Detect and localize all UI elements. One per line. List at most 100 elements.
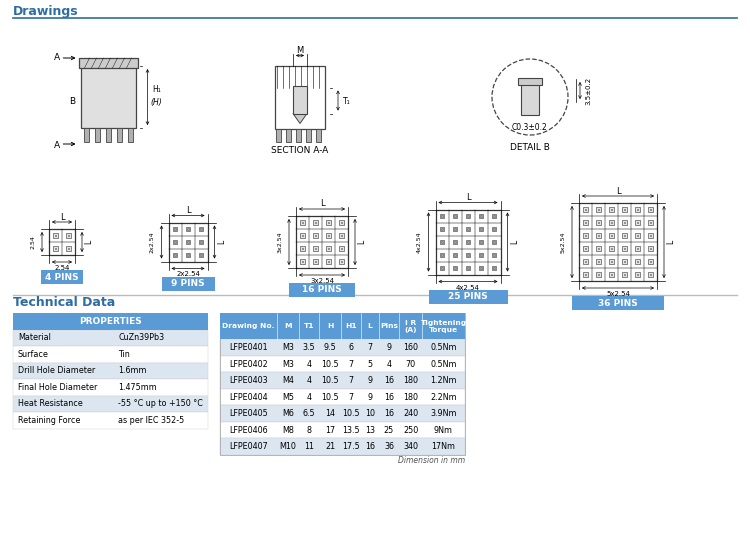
Text: L: L <box>85 240 94 244</box>
Bar <box>340 246 344 251</box>
Bar <box>314 259 317 264</box>
Bar <box>41 270 83 284</box>
Text: Material: Material <box>18 333 51 342</box>
Text: 13.5: 13.5 <box>342 426 360 435</box>
Text: 4x2.54: 4x2.54 <box>417 231 422 253</box>
Bar <box>584 207 587 212</box>
Bar <box>467 241 469 243</box>
Text: L: L <box>466 193 470 202</box>
Text: 21: 21 <box>325 442 335 451</box>
Text: A: A <box>53 53 59 62</box>
Bar <box>186 227 190 231</box>
Bar <box>453 266 457 270</box>
Bar <box>301 259 304 264</box>
Bar <box>13 346 208 362</box>
Bar <box>220 372 465 389</box>
Text: LFPE0401: LFPE0401 <box>230 343 268 352</box>
Bar <box>220 389 465 405</box>
Bar <box>301 246 304 251</box>
Text: 9: 9 <box>386 343 392 352</box>
Bar <box>610 246 614 251</box>
Bar <box>584 248 586 249</box>
Bar <box>440 240 444 244</box>
Text: 4: 4 <box>307 393 311 402</box>
Bar <box>326 234 331 237</box>
Text: 250: 250 <box>403 426 418 435</box>
Text: Tightening
Torque: Tightening Torque <box>421 320 466 333</box>
Bar <box>174 241 176 243</box>
Bar <box>199 227 203 231</box>
Bar <box>650 222 652 223</box>
Bar <box>340 222 343 223</box>
Bar <box>598 222 599 223</box>
Text: 1.6mm: 1.6mm <box>118 366 147 375</box>
Bar <box>637 235 638 236</box>
Bar <box>13 313 208 329</box>
Bar <box>302 222 304 223</box>
Bar <box>173 253 177 257</box>
Text: Drawings: Drawings <box>13 4 79 17</box>
Bar <box>340 260 343 263</box>
Text: 9.5: 9.5 <box>324 343 336 352</box>
Bar <box>622 246 626 251</box>
Text: 16: 16 <box>384 409 394 418</box>
Bar <box>610 259 614 264</box>
Text: L: L <box>616 186 620 195</box>
Bar <box>623 222 626 223</box>
Bar <box>314 235 316 236</box>
Bar <box>453 253 457 257</box>
Text: 5x2.54: 5x2.54 <box>560 231 566 253</box>
Text: 36 PINS: 36 PINS <box>598 298 638 307</box>
Bar <box>596 246 601 251</box>
Bar <box>598 235 599 236</box>
Text: I R
(A): I R (A) <box>404 320 417 333</box>
Text: 13: 13 <box>365 426 375 435</box>
Bar <box>13 412 208 428</box>
Text: 7: 7 <box>349 393 353 402</box>
Bar <box>117 128 122 142</box>
Bar <box>68 235 70 236</box>
Text: LFPE0407: LFPE0407 <box>230 442 268 451</box>
Bar <box>650 248 652 249</box>
Bar <box>623 274 626 276</box>
Bar <box>200 228 202 230</box>
Bar <box>479 240 483 244</box>
Bar <box>623 208 626 211</box>
Text: M6: M6 <box>282 409 294 418</box>
Bar <box>584 260 586 263</box>
Text: 17: 17 <box>325 426 335 435</box>
Text: 7: 7 <box>368 343 373 352</box>
Bar <box>637 222 638 223</box>
Bar <box>467 254 469 256</box>
Bar <box>302 248 304 249</box>
Bar <box>428 290 508 304</box>
Text: 17.5: 17.5 <box>342 442 360 451</box>
Bar <box>598 274 599 276</box>
Bar <box>584 235 586 236</box>
Text: 3.5: 3.5 <box>303 343 315 352</box>
Bar <box>199 240 203 244</box>
Text: 1.2Nm: 1.2Nm <box>430 376 457 385</box>
Text: 3.5±0.2: 3.5±0.2 <box>585 77 591 105</box>
Bar <box>220 405 465 422</box>
Bar <box>49 229 75 255</box>
Bar <box>493 254 495 256</box>
Bar <box>622 207 626 212</box>
Bar <box>187 241 189 243</box>
Text: 9: 9 <box>368 393 373 402</box>
Bar <box>622 234 626 237</box>
Bar <box>492 214 496 218</box>
Text: LFPE0406: LFPE0406 <box>230 426 268 435</box>
Text: Final Hole Diameter: Final Hole Diameter <box>18 382 98 392</box>
Bar <box>622 221 626 225</box>
Bar <box>598 208 599 211</box>
Bar <box>635 246 640 251</box>
Bar <box>326 221 331 225</box>
Bar <box>584 246 587 251</box>
Text: C0.3±0.2: C0.3±0.2 <box>512 123 548 132</box>
Text: 2.54: 2.54 <box>54 265 70 271</box>
Text: LFPE0402: LFPE0402 <box>230 360 268 368</box>
Bar <box>53 234 58 237</box>
Text: 4: 4 <box>386 360 392 368</box>
Text: 4: 4 <box>307 360 311 368</box>
